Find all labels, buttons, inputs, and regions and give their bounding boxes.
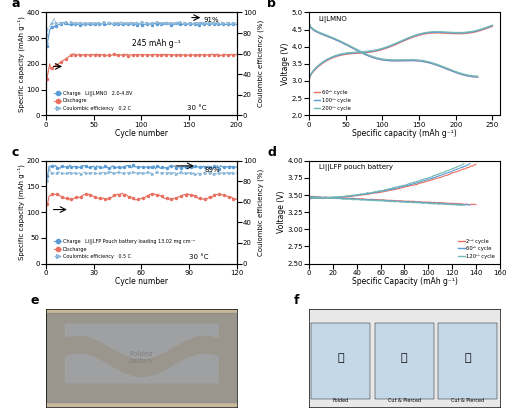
Text: b: b	[267, 0, 275, 10]
Text: 91%: 91%	[203, 17, 218, 23]
Text: 245 mAh g⁻¹: 245 mAh g⁻¹	[131, 39, 180, 48]
X-axis label: Cycle number: Cycle number	[115, 277, 167, 286]
Text: Folded
battery: Folded battery	[128, 352, 154, 364]
FancyBboxPatch shape	[437, 323, 496, 399]
Y-axis label: Voltage (V): Voltage (V)	[276, 191, 285, 233]
Y-axis label: Voltage (V): Voltage (V)	[280, 43, 290, 85]
Text: a: a	[12, 0, 20, 10]
FancyBboxPatch shape	[310, 323, 370, 399]
Text: Li||LFP pouch battery: Li||LFP pouch battery	[318, 164, 392, 171]
Text: Cut & Pierced: Cut & Pierced	[450, 398, 484, 403]
FancyBboxPatch shape	[374, 323, 433, 399]
Legend: Charge   Li||LFP Pouch battery loading 13.02 mg cm⁻², Discharge, Coulombic effic: Charge Li||LFP Pouch battery loading 13.…	[52, 237, 196, 261]
Text: Li|LMNO: Li|LMNO	[318, 16, 347, 23]
X-axis label: Specific Capacity (mAh g⁻¹): Specific Capacity (mAh g⁻¹)	[351, 277, 457, 286]
Legend: 2ⁿᵈ cycle, 60ᵗʰ cycle, 120ᵗʰ cycle: 2ⁿᵈ cycle, 60ᵗʰ cycle, 120ᵗʰ cycle	[455, 237, 496, 261]
Text: 30 °C: 30 °C	[187, 105, 206, 111]
Y-axis label: Specific capacity (mAh g⁻¹): Specific capacity (mAh g⁻¹)	[17, 16, 25, 112]
Y-axis label: Specific capacity (mAh g⁻¹): Specific capacity (mAh g⁻¹)	[17, 164, 25, 260]
Text: c: c	[12, 146, 19, 159]
Legend: Charge   Li||LMNO   2.0-4.8V, Dischagre, Coulombic efficiency   0.2 C: Charge Li||LMNO 2.0-4.8V, Dischagre, Cou…	[52, 88, 134, 113]
X-axis label: Specific capacity (mAh g⁻¹): Specific capacity (mAh g⁻¹)	[351, 129, 456, 138]
Text: 89%: 89%	[205, 166, 220, 173]
Text: f: f	[293, 294, 299, 307]
Text: 🔋: 🔋	[336, 353, 343, 363]
Y-axis label: Coulombic efficiency (%): Coulombic efficiency (%)	[257, 168, 264, 256]
Text: Cut & Pierced: Cut & Pierced	[387, 398, 420, 403]
Text: 30 °C: 30 °C	[188, 254, 208, 261]
X-axis label: Cycle number: Cycle number	[115, 129, 167, 138]
Text: Folded: Folded	[332, 398, 348, 403]
Legend: 60ᵗʰ cycle, 100ᵗʰ cycle, 200ᵗʰ cycle: 60ᵗʰ cycle, 100ᵗʰ cycle, 200ᵗʰ cycle	[311, 88, 352, 112]
Text: 🔋: 🔋	[464, 353, 470, 363]
Text: 🔋: 🔋	[400, 353, 407, 363]
Y-axis label: Coulombic efficiency (%): Coulombic efficiency (%)	[257, 20, 264, 107]
Text: e: e	[31, 294, 39, 307]
Text: d: d	[267, 146, 275, 159]
